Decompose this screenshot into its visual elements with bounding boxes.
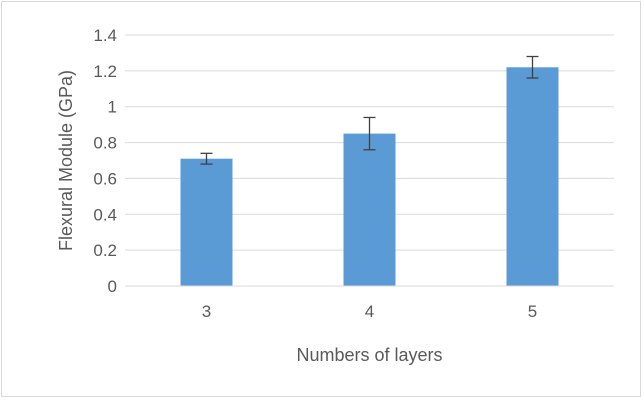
- x-tick-label: 3: [202, 302, 211, 321]
- y-tick-label: 0.8: [93, 134, 117, 153]
- x-tick-label: 5: [528, 302, 537, 321]
- error-bar-4: [363, 116, 376, 151]
- bar-3: [180, 158, 233, 286]
- y-axis-label: Flexural Module (GPa): [56, 70, 76, 251]
- bar-chart: 0 0.2 0.4 0.6 0.8 1 1.2 1.4 3 4 5 Flexural Module…: [56, 26, 614, 365]
- error-bar-5: [526, 55, 539, 79]
- bar-4: [343, 133, 396, 286]
- y-tick-label: 0: [108, 277, 117, 296]
- bar-5: [506, 67, 559, 287]
- x-axis-label: Numbers of layers: [296, 345, 442, 365]
- bars: [180, 67, 559, 287]
- y-tick-label: 1.4: [93, 26, 117, 45]
- x-axis-ticks: 3 4 5: [202, 302, 537, 321]
- y-tick-label: 1.2: [93, 62, 117, 81]
- y-tick-label: 0.2: [93, 241, 117, 260]
- error-bars: [200, 55, 539, 165]
- y-tick-label: 0.6: [93, 169, 117, 188]
- x-tick-label: 4: [365, 302, 374, 321]
- error-bar-3: [200, 152, 213, 165]
- y-axis-ticks: 0 0.2 0.4 0.6 0.8 1 1.2 1.4: [93, 26, 117, 296]
- y-tick-label: 0.4: [93, 205, 117, 224]
- y-tick-label: 1: [108, 98, 117, 117]
- chart-container: 0 0.2 0.4 0.6 0.8 1 1.2 1.4 3 4 5 Flexural Module…: [1, 1, 641, 397]
